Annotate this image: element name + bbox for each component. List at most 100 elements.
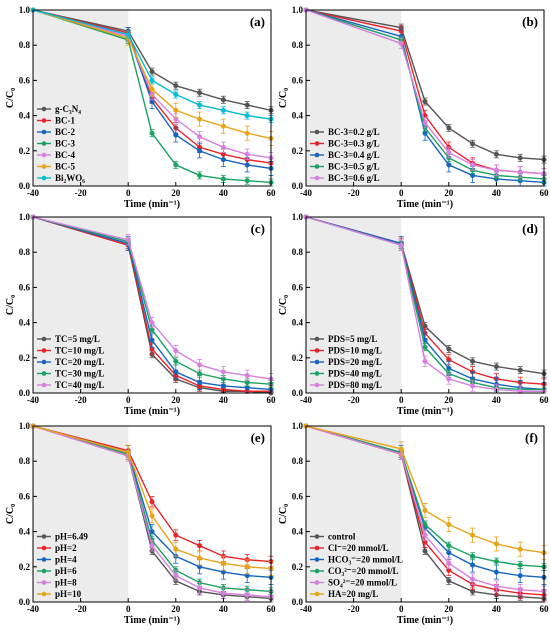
legend-label: BC-3=0.2 g/L: [328, 127, 380, 137]
y-axis-label: C/C₀: [5, 504, 16, 524]
y-tick-label: 0.0: [19, 597, 31, 607]
data-point: [244, 592, 250, 598]
data-point: [220, 144, 226, 150]
series-line: [305, 9, 545, 175]
x-tick-label: 60: [540, 604, 550, 614]
data-point: [220, 97, 226, 103]
legend-label: PDS=10 mg/L: [328, 346, 382, 356]
series-line: [32, 9, 272, 140]
chart-panel-3: -40 -20 0 20 40 60 0.0 0.2 0.4 0.6 0.8 1.0 Time (min…: [5, 212, 276, 417]
data-point: [125, 237, 131, 243]
data-point: [197, 371, 203, 377]
x-tick-label: 60: [267, 395, 277, 405]
y-tick-label: 0.6: [292, 491, 304, 501]
legend-label: BC-3=0.4 g/L: [328, 150, 380, 160]
legend-label: Cl⁻=20 mmol/L: [328, 543, 389, 553]
legend-label: BC-3=0.3 g/L: [328, 139, 380, 149]
data-point: [173, 91, 179, 98]
data-point: [197, 379, 203, 385]
legend-marker: [314, 348, 320, 353]
y-tick-label: 0.4: [19, 111, 31, 121]
data-point: [173, 573, 179, 579]
legend-label: CO₃²⁻=20 mmol/L: [328, 566, 399, 576]
legend-marker: [314, 164, 320, 169]
legend-label: HCO₃⁻=20 mmol/L: [328, 555, 403, 565]
series-line: [305, 216, 544, 392]
y-tick-label: 0.8: [19, 456, 31, 466]
data-point: [244, 178, 250, 184]
data-point: [517, 388, 523, 394]
legend-marker: [314, 580, 320, 585]
data-point: [244, 564, 250, 570]
x-tick-label: 20: [171, 604, 181, 614]
data-point: [517, 562, 523, 568]
y-axis-label: C/C₀: [278, 295, 289, 315]
data-point: [173, 532, 179, 538]
data-point: [517, 587, 523, 593]
data-point: [493, 151, 499, 157]
data-point: [517, 573, 523, 579]
data-point: [470, 162, 476, 168]
data-point: [422, 507, 428, 514]
data-point: [493, 167, 499, 173]
legend-label: BC-5: [55, 162, 75, 172]
legend-label: PDS=40 mg/L: [328, 369, 382, 379]
legend-label: BC-3: [55, 139, 75, 149]
series-line: [32, 216, 272, 385]
data-point: [220, 560, 226, 566]
x-tick-label: 40: [219, 604, 229, 614]
panel-label: (c): [251, 221, 265, 236]
y-tick-label: 0.0: [292, 597, 304, 607]
legend-label: BC-3=0.5 g/L: [328, 162, 380, 172]
x-tick-label: -20: [348, 188, 360, 198]
plot-frame: [305, 216, 545, 394]
data-point: [422, 98, 428, 105]
legend-marker: [314, 129, 320, 135]
data-point: [149, 130, 155, 136]
data-point: [446, 543, 452, 549]
data-point: [470, 383, 476, 389]
legend-marker: [41, 106, 47, 112]
x-tick-label: 0: [399, 395, 404, 405]
y-tick-label: 0.2: [292, 353, 304, 363]
data-point: [173, 83, 179, 89]
legend-marker: [41, 141, 47, 146]
data-point: [244, 102, 250, 108]
data-point: [517, 546, 523, 552]
series-line: [32, 216, 272, 380]
data-point: [149, 499, 155, 505]
series-6: [303, 423, 547, 561]
legend-label: TC=5 mg/L: [55, 334, 100, 344]
dark-region: [33, 426, 129, 602]
data-point: [422, 522, 428, 528]
plot-frame: [32, 9, 272, 187]
legend-marker: [41, 175, 47, 181]
data-point: [149, 77, 155, 83]
data-point: [422, 344, 428, 350]
x-tick-label: -20: [75, 188, 87, 198]
data-point: [422, 532, 428, 538]
y-tick-label: 1.0: [292, 212, 304, 222]
y-tick-label: 0.2: [292, 146, 304, 156]
y-tick-label: 0.8: [292, 456, 304, 466]
data-point: [173, 162, 179, 168]
legend-marker: [41, 568, 47, 574]
legend-label: SO₄²⁻=20 mmol/L: [328, 578, 397, 588]
data-point: [398, 446, 404, 452]
legend-marker: [314, 336, 320, 342]
legend-label: BC-3=0.6 g/L: [328, 173, 380, 183]
x-tick-label: 0: [399, 604, 404, 614]
x-tick-label: -20: [348, 604, 360, 614]
legend-marker: [41, 359, 47, 365]
data-point: [446, 376, 452, 382]
legend-marker: [314, 371, 320, 376]
data-point: [446, 162, 452, 168]
y-axis-label: C/C₀: [278, 504, 289, 524]
data-point: [446, 346, 452, 352]
panel-label: (f): [525, 430, 538, 445]
y-tick-label: 0.2: [19, 146, 31, 156]
legend-marker: [314, 382, 320, 388]
x-tick-label: 20: [444, 604, 454, 614]
series-6: [30, 7, 274, 146]
